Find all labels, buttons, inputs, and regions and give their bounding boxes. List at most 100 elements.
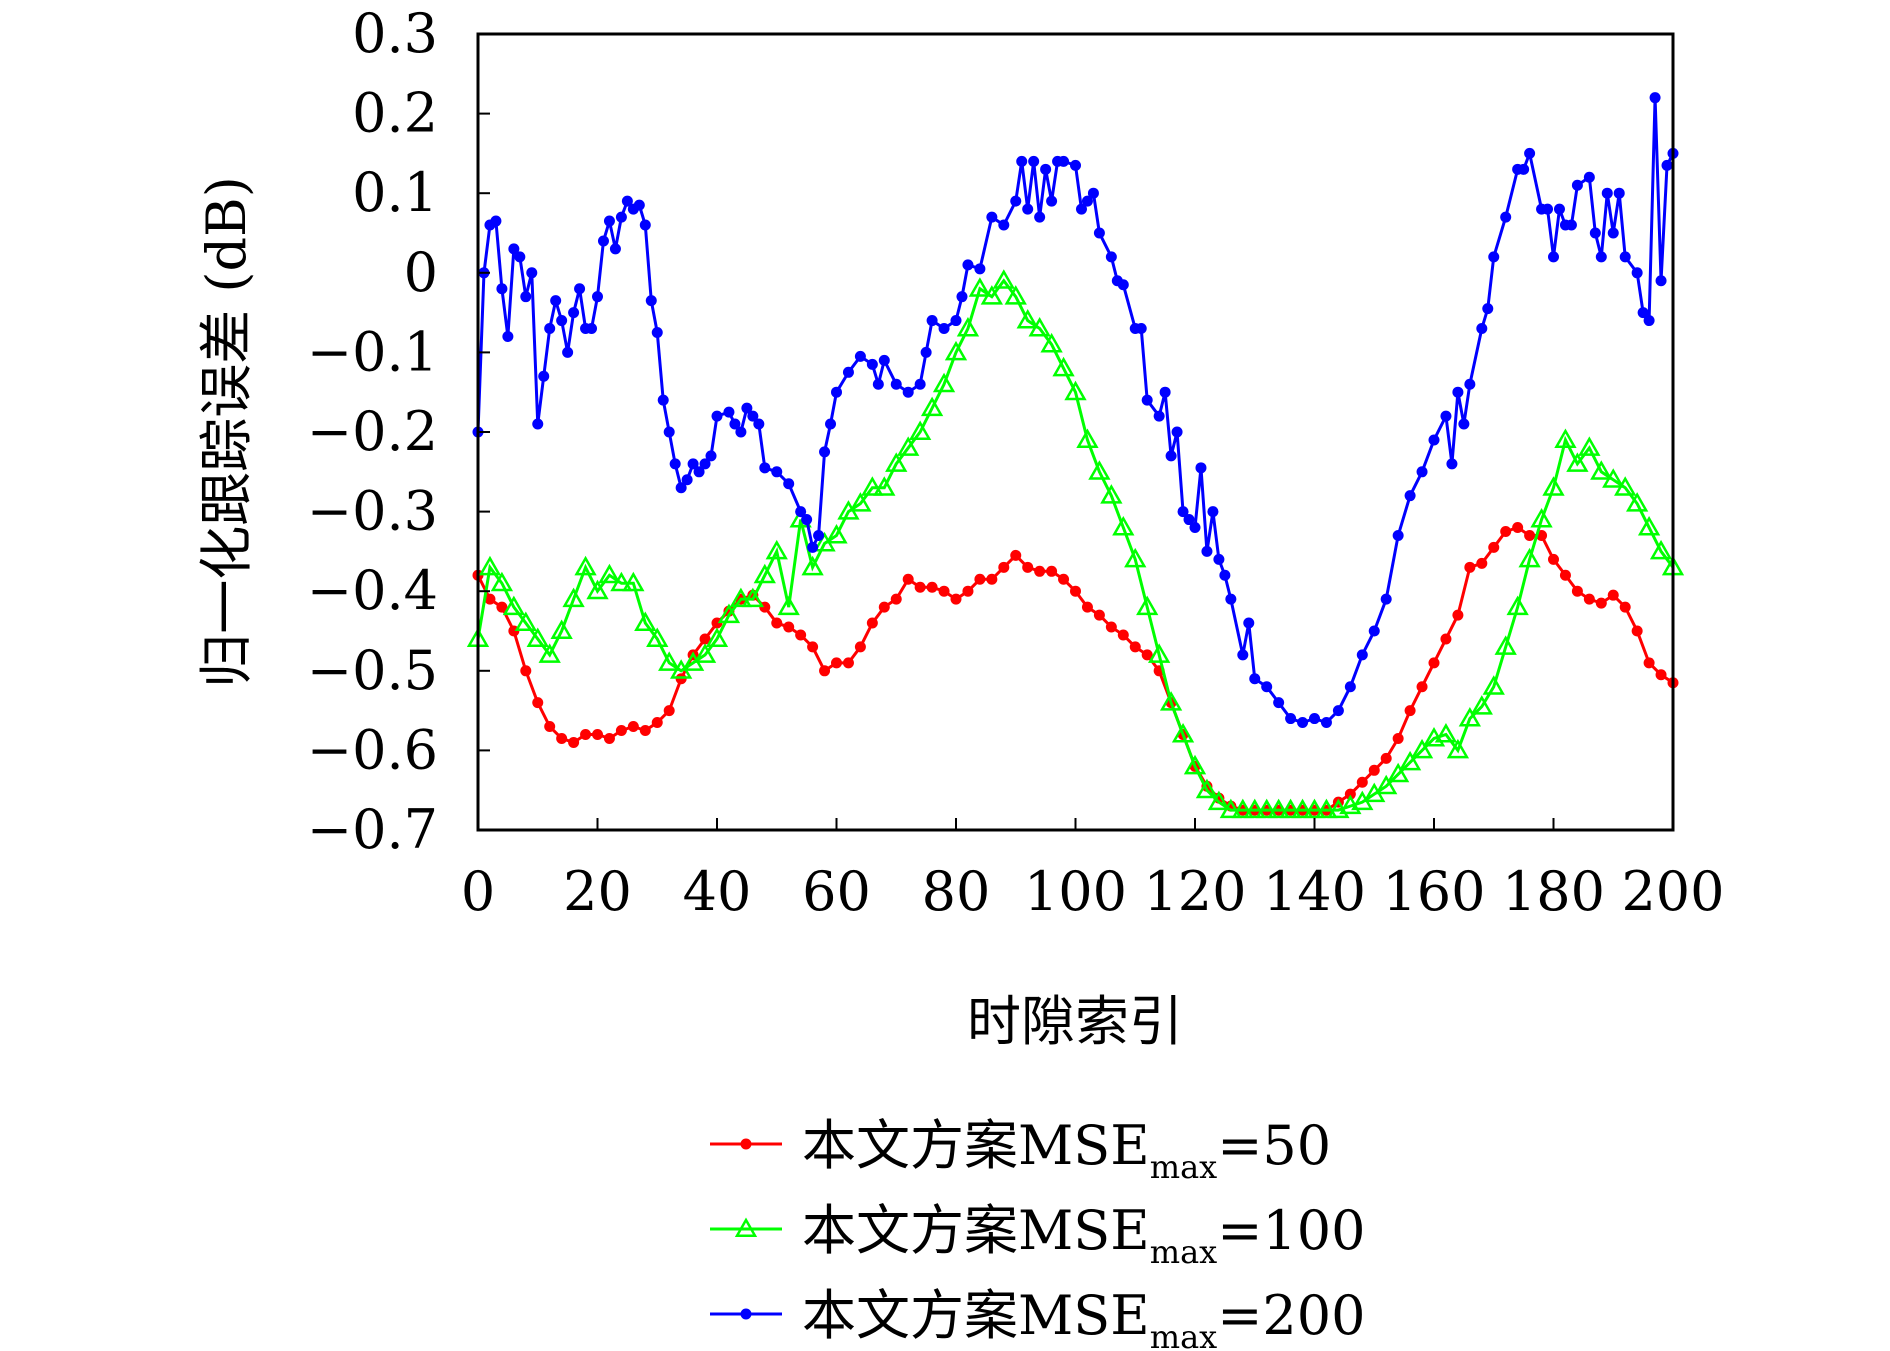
y-tick-label: −0.2 [307,400,438,463]
data-point [651,327,663,338]
data-point [1458,418,1470,430]
data-point [747,410,759,422]
x-tick-label: 60 [802,860,871,923]
data-point [795,506,807,518]
data-point [1524,529,1536,541]
data-point [1476,323,1488,335]
data-point [1380,752,1392,764]
data-point [1231,798,1254,819]
series-layer [466,92,1685,819]
data-point [1410,738,1434,759]
data-point [1595,251,1607,263]
data-point [783,621,795,633]
data-point [514,611,537,632]
x-tick-label: 120 [1143,860,1246,923]
data-point [1117,629,1129,641]
y-tick-label: 0.1 [352,161,438,224]
data-point [938,323,950,335]
data-point [1571,585,1583,597]
data-point [980,285,1004,305]
data-point [1273,697,1285,709]
data-point [938,585,950,597]
data-point [1542,203,1554,215]
data-point [842,366,854,378]
data-point [723,406,735,418]
data-point [562,587,585,608]
data-point [562,346,574,358]
data-point [556,732,568,744]
data-point [1165,450,1177,462]
data-point [1075,203,1087,215]
data-point [1225,593,1237,605]
data-point [1356,649,1368,661]
data-point [693,466,705,478]
data-point [1022,203,1034,215]
data-point [1297,717,1309,729]
data-point [1136,595,1159,616]
data-point [1171,426,1183,438]
data-point [920,346,932,358]
data-point [520,665,532,677]
data-point [526,627,549,647]
series-max-100 [466,269,1685,819]
data-point [849,492,872,512]
legend-item: 本文方案MSEmax=50 [710,1114,1331,1186]
data-point [1207,506,1219,518]
data-point [1135,323,1147,335]
data-point [1237,649,1249,661]
data-point [1171,722,1195,743]
data-point [741,587,765,608]
data-point [1643,315,1655,327]
data-point [1249,673,1261,685]
data-point [502,330,514,342]
data-point [1332,705,1344,717]
data-point [1207,790,1231,811]
data-point [1404,490,1416,502]
data-point [1464,561,1476,573]
data-point [1034,565,1046,577]
data-point [711,410,723,422]
data-point [586,579,609,600]
data-point [1380,593,1392,605]
data-point [520,291,532,303]
data-point [974,573,986,585]
data-point [1177,506,1189,518]
data-point [890,378,902,390]
data-point [854,350,866,362]
data-point [1649,92,1661,104]
data-point [1452,386,1464,398]
data-point [1434,722,1458,743]
data-point [1631,625,1643,637]
data-point [1010,549,1022,561]
data-point [956,317,980,337]
data-point [1500,211,1512,223]
data-point [998,561,1010,573]
ticks-layer: 0 20 40 60 80 100 120 140 160 180 200 0.3 0.2 0.1 0 −0.… [307,2,1725,923]
data-point [1637,516,1661,536]
data-point [1548,553,1559,565]
data-point [1046,565,1058,577]
x-tick-label: 140 [1263,860,1366,923]
data-point [574,555,597,576]
data-point [675,482,687,494]
legend-label-main: 本文方案MSE [802,1199,1150,1262]
data-point [729,418,741,430]
legend-label-suffix: =200 [1217,1284,1365,1347]
data-point [663,705,675,717]
x-tick-label: 0 [461,860,495,923]
data-point [1452,609,1464,621]
data-point [783,478,795,490]
data-point [1010,195,1022,207]
data-point [1488,251,1500,263]
x-tick-label: 200 [1621,860,1724,923]
data-point [1183,514,1195,526]
data-point [1189,522,1201,534]
data-point [603,215,615,227]
data-point [992,269,1015,289]
data-point [735,426,747,438]
data-point [633,199,645,211]
legend-label-subscript: max [1150,1318,1217,1351]
data-point [801,514,813,526]
data-point [1267,798,1290,819]
data-point [621,195,633,207]
